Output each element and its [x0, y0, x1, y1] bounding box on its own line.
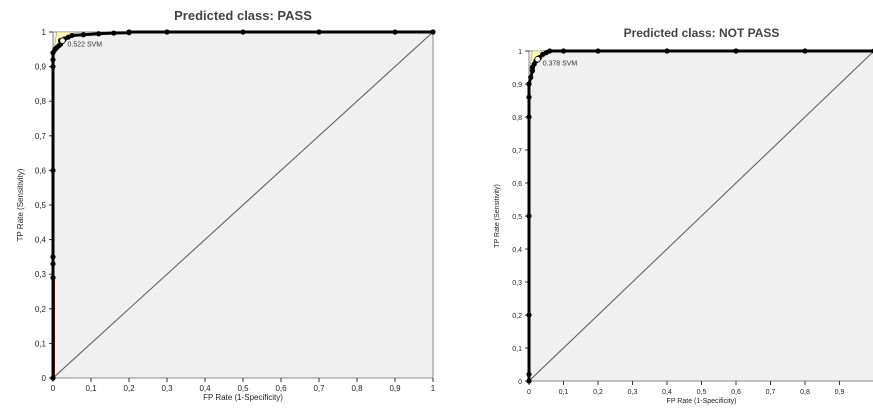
x-tick-label: 0,3	[161, 384, 173, 393]
roc-curve-point	[733, 48, 739, 54]
x-tick-label: 0,6	[731, 389, 741, 396]
roc-curve-point	[80, 32, 86, 38]
x-tick-label: 0,1	[85, 384, 97, 393]
y-tick-label: 0,9	[512, 82, 522, 89]
roc-chart-pass-svg: Predicted class: PASS 0 0,1 0,2 0,3 0,4 0,5 0,6…	[16, 8, 436, 402]
y-tick-label: 0,3	[512, 280, 522, 287]
roc-curve-point	[802, 48, 808, 54]
roc-curve-point	[50, 375, 56, 381]
threshold-marker	[534, 56, 541, 63]
y-tick-label: 0	[42, 374, 47, 383]
threshold-label: 0.378 SVM	[543, 60, 578, 67]
chart-title: Predicted class: PASS	[174, 8, 312, 23]
y-tick-label: 0,5	[35, 201, 47, 210]
x-tick-label: 0,9	[835, 389, 845, 396]
roc-curve-point	[50, 57, 56, 63]
y-tick-label: 0,1	[512, 346, 522, 353]
roc-curve-point	[50, 64, 56, 70]
diagonal-reference-line	[528, 51, 873, 382]
roc-curve-point	[126, 29, 132, 35]
y-tick-label: 0	[518, 379, 522, 386]
roc-curve-point	[50, 261, 56, 267]
roc-chart-not-pass-svg: Predicted class: NOT PASS 0 0,1 0,2 0,3 0,4 0,…	[494, 26, 873, 405]
roc-curve-point	[164, 29, 170, 35]
roc-curve-point	[526, 94, 532, 100]
threshold-label: 0.522 SVM	[68, 42, 103, 49]
y-tick-label: 0,4	[512, 247, 522, 254]
roc-curve-point	[528, 74, 534, 80]
y-tick-label: 1	[42, 28, 47, 37]
roc-chart-not-pass: Predicted class: NOT PASS 0 0,1 0,2 0,3 0,4 0,…	[488, 20, 873, 412]
y-axis-label: TP Rate (Sensitivity)	[16, 168, 25, 241]
roc-curve-point	[50, 254, 56, 260]
roc-curve-point	[526, 371, 532, 377]
roc-curve-point	[111, 30, 117, 36]
x-tick-label: 0,6	[275, 384, 287, 393]
x-tick-label: 0,5	[697, 389, 707, 396]
roc-curve-point	[69, 32, 75, 39]
x-tick-label: 0,7	[313, 384, 325, 393]
x-tick-label: 1	[431, 384, 436, 393]
roc-curve-point	[526, 114, 532, 120]
y-tick-label: 0,7	[35, 132, 47, 141]
roc-chart-pass: Predicted class: PASS 0 0,1 0,2 0,3 0,4 0,5 0,6…	[16, 8, 436, 402]
x-tick-label: 0,1	[559, 389, 569, 396]
roc-curve-point	[430, 29, 436, 35]
x-tick-label: 0,2	[593, 389, 603, 396]
y-tick-label: 0,2	[512, 313, 522, 320]
roc-curve-point	[96, 31, 102, 37]
y-tick-label: 0,4	[35, 236, 47, 245]
x-axis-label: FP Rate (1-Specificity)	[203, 393, 283, 402]
x-tick-label: 0,8	[351, 384, 363, 393]
y-tick-label: 0,8	[512, 115, 522, 122]
roc-curve-point	[50, 167, 56, 173]
x-tick-label: 0,5	[237, 384, 249, 393]
roc-curve-point	[547, 48, 553, 54]
x-tick-label: 0,8	[800, 389, 810, 396]
x-tick-label: 0	[527, 389, 531, 396]
y-tick-label: 0,7	[512, 148, 522, 155]
roc-curve-point	[526, 213, 532, 219]
chart-title: Predicted class: NOT PASS	[624, 26, 780, 40]
x-axis-label: FP Rate (1-Specificity)	[667, 398, 737, 405]
x-tick-label: 0,3	[628, 389, 638, 396]
roc-curve-point	[316, 29, 322, 35]
roc-curve-point	[392, 29, 398, 35]
threshold-marker	[59, 37, 66, 44]
y-tick-label: 0,8	[35, 97, 47, 106]
x-tick-label: 0,9	[389, 384, 401, 393]
roc-curve-point	[560, 48, 567, 54]
y-tick-label: 0,1	[35, 339, 47, 348]
y-tick-label: 0,2	[35, 305, 47, 314]
roc-curve-point	[526, 378, 532, 384]
diagonal-reference-line	[52, 31, 434, 379]
y-tick-label: 0,6	[35, 166, 47, 175]
x-tick-label: 0,7	[766, 389, 776, 396]
x-tick-label: 0,4	[662, 389, 672, 396]
y-axis-label: TP Rate (Sensitivity)	[494, 184, 501, 248]
y-tick-label: 0,3	[35, 270, 47, 279]
roc-curve-point	[50, 275, 56, 281]
y-tick-label: 0,9	[35, 63, 47, 72]
roc-curve-point	[595, 48, 601, 54]
y-tick-label: 0,6	[512, 181, 522, 188]
x-tick-label: 0,2	[123, 384, 135, 393]
x-tick-label: 0	[51, 384, 56, 393]
roc-curve-point	[240, 29, 246, 35]
roc-curve-point	[526, 312, 532, 318]
roc-curve-point	[664, 48, 670, 54]
roc-curve-point	[526, 81, 532, 87]
y-tick-label: 0,5	[512, 214, 522, 221]
y-tick-label: 1	[518, 49, 522, 56]
x-tick-label: 0,4	[199, 384, 211, 393]
